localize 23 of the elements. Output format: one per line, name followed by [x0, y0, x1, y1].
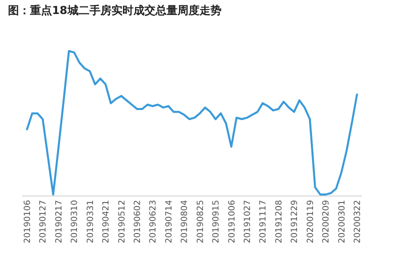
- x-tick-label: 20190512: [117, 200, 128, 244]
- x-tick-label: 20190421: [102, 200, 112, 244]
- x-tick-label: 20200209: [322, 200, 332, 244]
- x-tick-label: 20190825: [196, 200, 206, 244]
- x-tick-label: 20190127: [38, 200, 49, 244]
- x-tick-label: 20200119: [306, 200, 316, 244]
- x-tick-label: 20190331: [86, 200, 96, 244]
- chart-title: 图：重点18城二手房实时成交总量周度走势: [8, 4, 222, 17]
- x-tick-label: 20191208: [274, 200, 284, 244]
- x-tick-label: 20191006: [227, 200, 238, 244]
- x-tick-label: 20190714: [164, 200, 174, 244]
- x-tick-label: 20191117: [258, 200, 269, 244]
- x-tick-label: 20190217: [54, 200, 64, 244]
- x-tick-label: 20190915: [212, 200, 222, 244]
- x-tick-label: 20191229: [290, 200, 300, 244]
- x-tick-label: 20190602: [133, 200, 143, 244]
- x-tick-label: 20190106: [23, 200, 33, 244]
- x-tick-label: 20190623: [148, 200, 159, 244]
- x-tick-label: 20200322: [353, 200, 363, 244]
- x-tick-label: 20190310: [70, 200, 80, 244]
- x-tick-label: 20190804: [180, 200, 190, 244]
- x-tick-label: 20191027: [243, 200, 253, 244]
- x-tick-label: 20200301: [337, 200, 348, 244]
